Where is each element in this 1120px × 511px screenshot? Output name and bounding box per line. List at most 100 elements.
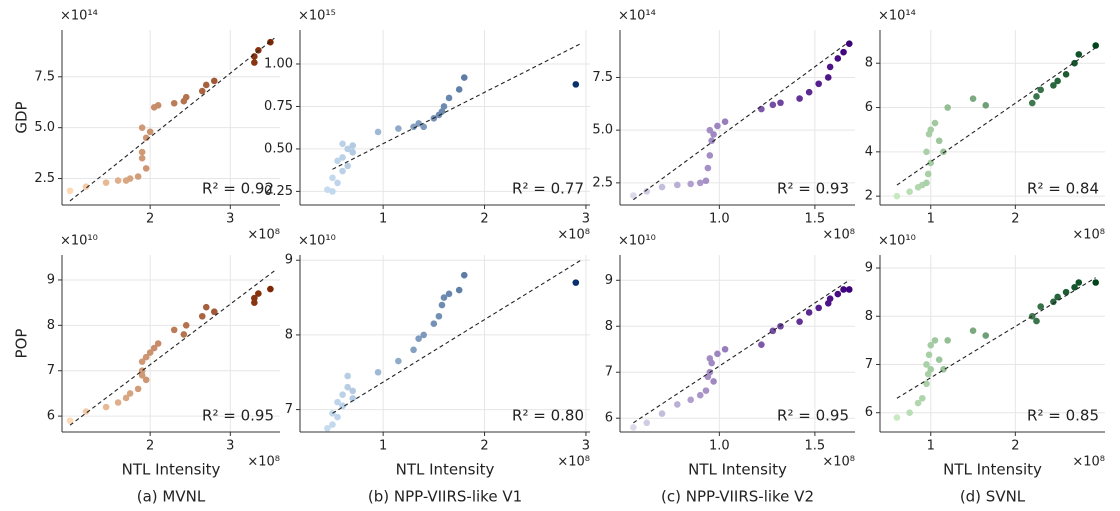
point (251, 299, 258, 306)
point (395, 125, 402, 132)
point (845, 40, 853, 48)
point (796, 95, 803, 102)
point (1028, 99, 1036, 107)
point (840, 286, 847, 293)
x-tick-label: 1 (927, 439, 935, 454)
point (696, 179, 704, 187)
point (927, 126, 935, 133)
y-tick-label: 0.25 (264, 184, 293, 199)
point (267, 38, 274, 46)
caption: (a) MVNL (137, 488, 206, 506)
point (445, 290, 453, 298)
point (154, 340, 162, 347)
point (420, 123, 428, 131)
point (658, 183, 666, 191)
x-tick-label: 1 (379, 212, 387, 227)
point (138, 148, 146, 156)
x-tick-label: 2 (1011, 439, 1019, 454)
point (643, 187, 651, 195)
annotation: R² = 0.95 (202, 407, 274, 425)
y-tick-label: 2 (865, 189, 873, 204)
y-offset: ×10¹⁴ (878, 9, 916, 24)
point (114, 177, 122, 184)
point (674, 181, 681, 189)
point (1028, 312, 1036, 320)
point (82, 183, 90, 190)
point (251, 59, 258, 66)
point (815, 80, 822, 88)
x-tick-label: 1 (927, 212, 935, 227)
point (1037, 86, 1045, 94)
point (138, 154, 146, 162)
point (334, 398, 341, 406)
point (122, 394, 130, 402)
point (1054, 293, 1061, 301)
y-offset: ×10¹⁵ (298, 9, 336, 24)
caption: (d) SVNL (960, 488, 1026, 506)
point (1092, 42, 1099, 49)
point (969, 95, 977, 102)
point (944, 104, 951, 111)
x-offset: ×10⁸ (557, 455, 590, 470)
point (815, 304, 822, 312)
point (374, 128, 382, 136)
point (1054, 77, 1061, 85)
y-tick-label: 4 (865, 144, 873, 159)
y-tick-label: 7.5 (34, 69, 55, 84)
point (704, 164, 712, 172)
caption: (c) NPP-VIIRS-like V2 (661, 488, 814, 506)
y-tick-label: 8 (865, 309, 873, 324)
point (906, 188, 913, 196)
point (170, 326, 178, 334)
point (410, 123, 417, 131)
point (255, 290, 262, 297)
point (687, 396, 694, 404)
x-tick-label: 2 (1011, 212, 1019, 227)
trend-line (69, 37, 275, 202)
y-tick-label: 6 (865, 405, 873, 420)
point (102, 179, 110, 186)
y-tick-label: 9 (865, 261, 873, 276)
point (906, 409, 913, 417)
point (339, 167, 346, 175)
point (834, 290, 842, 298)
point (805, 309, 813, 316)
point (435, 312, 443, 320)
x-offset: ×10⁸ (247, 228, 280, 243)
point (455, 286, 463, 294)
point (658, 410, 666, 417)
point (251, 294, 258, 302)
point (1033, 93, 1040, 100)
trend-line (69, 270, 275, 426)
point (758, 105, 765, 113)
point (940, 148, 947, 156)
annotation: R² = 0.92 (202, 180, 274, 198)
point (82, 408, 90, 415)
x-tick-label: 2 (480, 212, 488, 227)
x-tick-label: 3 (226, 439, 234, 454)
point (138, 358, 146, 365)
annotation: R² = 0.93 (777, 180, 849, 198)
point (1033, 317, 1040, 325)
point (931, 119, 939, 127)
x-offset: ×10⁸ (247, 455, 280, 470)
point (438, 301, 446, 309)
point (329, 188, 336, 195)
y-tick-label: 8 (285, 327, 293, 342)
point (1062, 71, 1070, 78)
point (198, 312, 206, 320)
point (210, 308, 218, 316)
trend-line (896, 277, 1096, 399)
point (944, 337, 951, 344)
point (710, 378, 717, 385)
point (150, 344, 158, 352)
point (339, 154, 346, 161)
point (410, 346, 417, 354)
annotation: R² = 0.80 (512, 407, 584, 425)
point (710, 131, 717, 138)
point (769, 327, 777, 335)
point (138, 124, 146, 131)
y-offset: ×10¹⁰ (618, 234, 656, 249)
point (706, 126, 714, 134)
y-tick-label: 0.75 (264, 99, 293, 114)
